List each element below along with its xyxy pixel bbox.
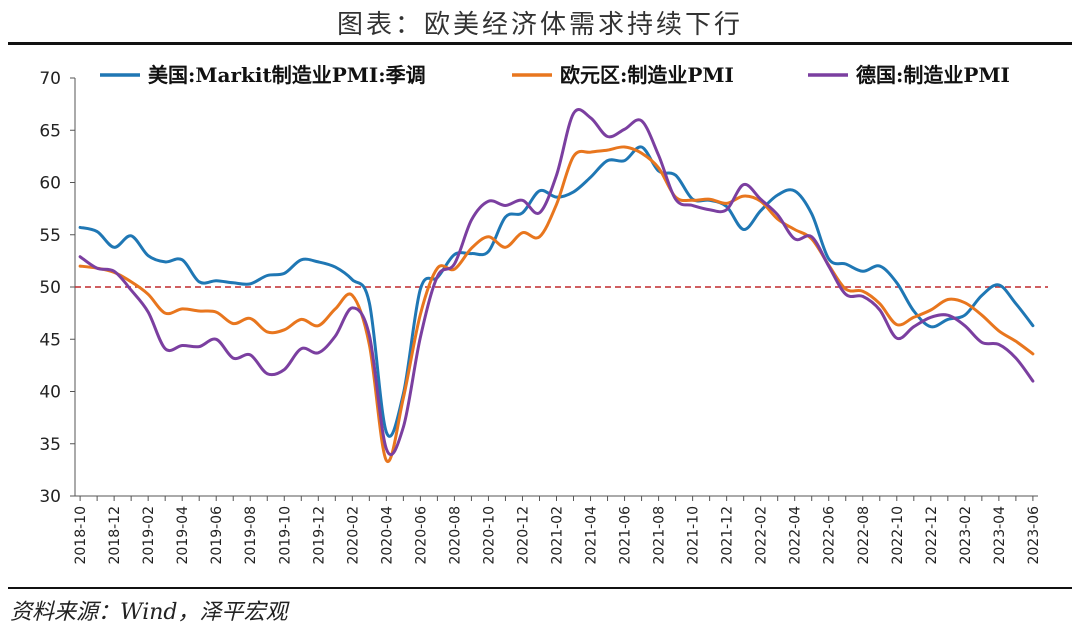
x-tick-label: 2023-06	[1026, 506, 1042, 565]
x-tick-label: 2019-02	[141, 506, 157, 565]
x-tick-label: 2020-02	[345, 506, 361, 565]
source-note: 资料来源：Wind，泽平宏观	[10, 600, 288, 625]
x-tick-label: 2022-06	[822, 506, 838, 565]
bottom-rule	[8, 587, 1072, 589]
x-tick-label: 2019-12	[311, 506, 327, 565]
x-tick-label: 2022-12	[924, 506, 940, 565]
y-tick-label: 35	[39, 435, 61, 455]
x-tick-label: 2022-08	[856, 506, 872, 565]
x-tick-label: 2020-10	[481, 506, 497, 564]
x-tick-label: 2021-06	[618, 506, 634, 565]
x-tick-label: 2019-08	[243, 506, 259, 565]
x-tick-label: 2020-08	[447, 506, 463, 565]
x-tick-label: 2023-02	[958, 506, 974, 565]
y-tick-label: 55	[39, 226, 61, 246]
line-chart: 30 35 40 45 50 55 60 65 70 2018-10 2018-12 2019-02 2…	[39, 63, 1048, 565]
chart-title: 图表：欧美经济体需求持续下行	[336, 10, 743, 40]
x-tick-label: 2022-10	[890, 506, 906, 565]
x-tick-label: 2018-10	[73, 506, 89, 565]
series-line-3	[78, 108, 1035, 457]
x-tick-label: 2022-04	[788, 506, 804, 565]
y-tick-label: 30	[39, 487, 61, 507]
y-tick-label: 70	[39, 69, 61, 89]
legend: 美国:Markit制造业PMI:季调 欧元区:制造业PMI 德国:制造业PMI	[100, 63, 1010, 87]
x-tick-label: 2022-02	[754, 506, 770, 565]
x-tick-label: 2019-04	[175, 506, 191, 565]
x-tick-label: 2023-04	[992, 506, 1008, 565]
x-tick-label: 2021-10	[686, 506, 702, 565]
y-tick-label: 60	[39, 174, 61, 194]
x-tick-label: 2020-04	[379, 506, 395, 565]
title-rule	[8, 42, 1072, 45]
x-tick-label: 2021-04	[584, 506, 600, 565]
x-tick-label: 2021-08	[652, 506, 668, 565]
x-tick-label: 2020-12	[515, 506, 531, 565]
x-tick-label: 2019-06	[209, 506, 225, 565]
y-tick-label: 65	[39, 121, 61, 141]
x-tick-label: 2021-12	[720, 506, 736, 565]
x-tick-label: 2020-06	[413, 506, 429, 565]
series-line-1	[78, 145, 1035, 438]
y-tick-label: 40	[39, 383, 61, 403]
legend-label-2: 欧元区:制造业PMI	[560, 63, 734, 87]
x-tick-label: 2021-02	[550, 506, 566, 565]
y-tick-label: 50	[39, 278, 61, 298]
chart-axes: 30 35 40 45 50 55 60 65 70 2018-10 2018-12 2019-02 2…	[39, 69, 1042, 565]
x-tick-label: 2019-10	[277, 506, 293, 565]
series-line-2	[78, 145, 1035, 464]
legend-label-1: 美国:Markit制造业PMI:季调	[148, 63, 426, 87]
x-tick-label: 2018-12	[107, 506, 123, 565]
y-tick-label: 45	[39, 330, 61, 350]
legend-label-3: 德国:制造业PMI	[856, 63, 1010, 87]
series-lines	[78, 108, 1035, 464]
